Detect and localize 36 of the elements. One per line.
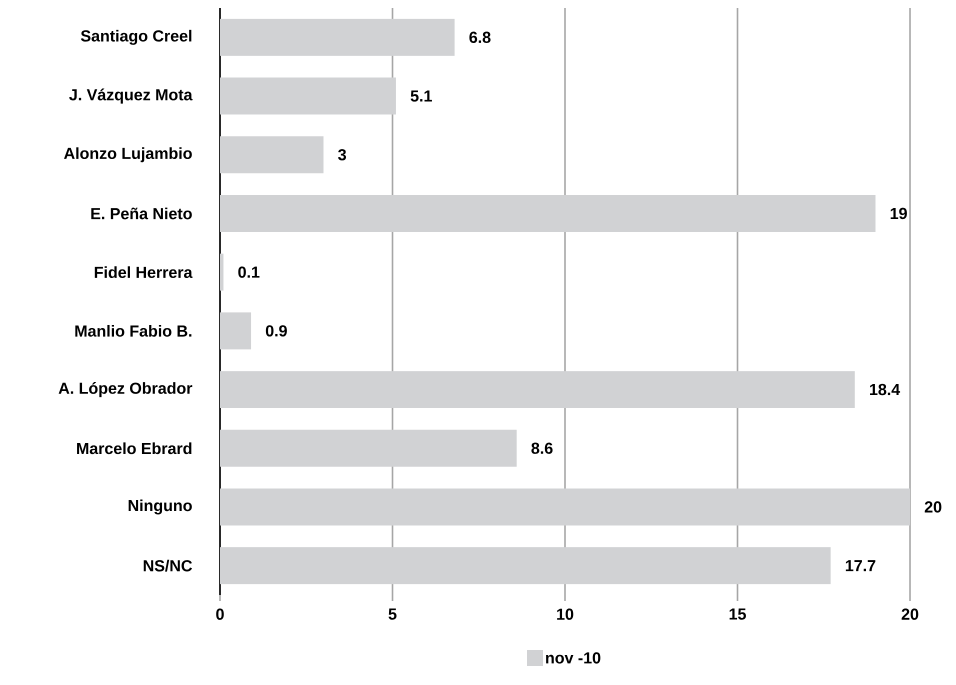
y-tick-label: Alonzo Lujambio (64, 147, 192, 162)
data-label: 18.4 (870, 384, 900, 396)
y-tick-label: J. Vázquez Mota (69, 88, 193, 104)
y-tick-label: Marcelo Ebrard (77, 442, 192, 454)
x-tick-label: 10 (557, 608, 574, 620)
x-tick-label: 0 (216, 608, 224, 620)
x-tick-label: 15 (730, 608, 746, 620)
bar (220, 78, 396, 115)
data-label: 3 (338, 149, 346, 160)
data-label: 0.9 (266, 325, 287, 337)
bar (220, 430, 517, 467)
bar (220, 488, 910, 526)
data-label: 8.6 (531, 442, 553, 454)
data-label: 20 (924, 501, 942, 513)
bar (220, 18, 455, 56)
y-tick-label: A. López Obrador (58, 382, 192, 398)
x-tick-label: 20 (902, 608, 918, 620)
bar (220, 254, 224, 291)
y-tick-label: Manlio Fabio B. (75, 324, 192, 337)
y-tick-label: Santiago Creel (80, 30, 192, 45)
bar (220, 312, 252, 350)
data-label: 19 (890, 208, 907, 220)
bar (220, 547, 831, 584)
x-tick-label: 5 (388, 608, 397, 620)
y-tick-label: E. Peña Nieto (91, 208, 192, 220)
bar (220, 194, 876, 232)
data-label: 5.1 (410, 90, 432, 102)
bar (220, 371, 855, 408)
y-tick-label: NS/NC (144, 560, 192, 572)
bar (220, 136, 324, 174)
data-label: 6.8 (469, 32, 491, 44)
data-label: 0.1 (238, 266, 260, 278)
legend-label: nov -10 (546, 652, 600, 664)
y-tick-label: Fidel Herrera (94, 266, 193, 278)
y-tick-label: Ninguno (128, 499, 192, 514)
data-label: 17.7 (846, 560, 876, 572)
